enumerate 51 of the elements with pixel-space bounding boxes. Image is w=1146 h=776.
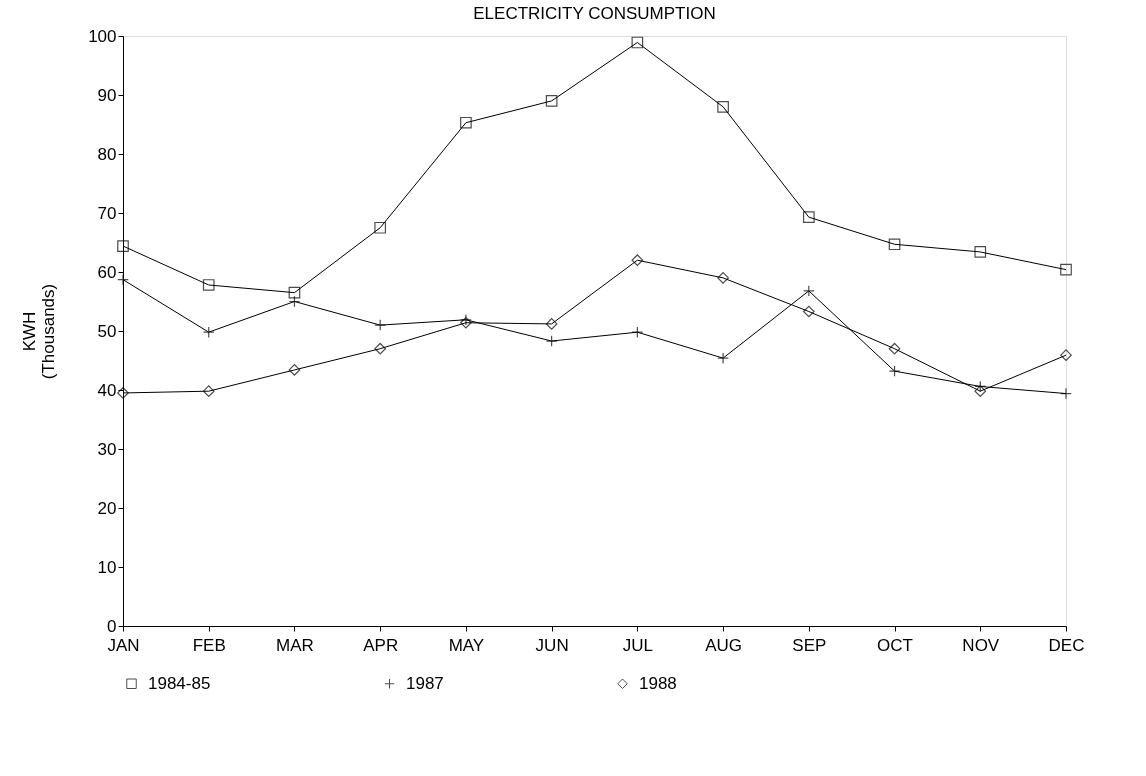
point	[631, 254, 644, 267]
point	[717, 272, 729, 284]
point	[631, 36, 644, 49]
point	[888, 342, 901, 355]
point	[1060, 349, 1072, 362]
point	[888, 238, 901, 251]
point	[974, 246, 987, 258]
point	[717, 100, 729, 113]
legend-label: 1987	[406, 673, 444, 693]
y-tick-label: 70	[97, 203, 117, 223]
x-tick-label: APR	[363, 635, 399, 655]
y-tick-label: 90	[97, 85, 117, 105]
point	[202, 279, 215, 291]
chart-title: ELECTRICITY CONSUMPTION	[473, 4, 716, 23]
x-tick-label: DEC	[1048, 635, 1085, 655]
point	[374, 342, 387, 355]
y-tick-label: 0	[107, 616, 117, 636]
y-tick-label: 30	[97, 439, 117, 459]
y-tick-label: 100	[88, 26, 117, 46]
x-tick-label: NOV	[962, 635, 1000, 655]
x-tick-label: AUG	[705, 635, 743, 655]
point	[545, 95, 558, 107]
point	[460, 116, 472, 129]
point	[802, 211, 815, 223]
y-tick-label: 80	[97, 144, 117, 164]
x-tick-label: JUL	[622, 635, 653, 655]
x-tick-label: JAN	[107, 635, 140, 655]
point	[974, 385, 987, 398]
point	[374, 221, 387, 234]
x-tick-label: FEB	[192, 635, 226, 655]
x-tick-label: SEP	[792, 635, 827, 655]
legend-label: 1984-85	[148, 673, 211, 693]
point	[117, 387, 129, 399]
x-tick-label: JUN	[535, 635, 569, 655]
point	[545, 318, 558, 330]
point	[802, 305, 815, 318]
point	[117, 240, 129, 252]
y-tick-label: 40	[97, 380, 117, 400]
y-tick-label: 10	[97, 557, 117, 577]
y-tick-label: 50	[97, 321, 117, 341]
x-tick-label: MAR	[276, 635, 314, 655]
point	[1060, 263, 1072, 276]
y-axis-title: KWH (Thousands)	[20, 283, 59, 380]
point	[288, 364, 301, 376]
legend-label: 1988	[639, 673, 677, 693]
point	[288, 286, 301, 299]
y-tick-label: 60	[97, 262, 117, 282]
x-tick-label: MAY	[448, 635, 485, 655]
x-tick-label: OCT	[877, 635, 913, 655]
point	[202, 385, 215, 398]
y-tick-label: 20	[97, 498, 117, 518]
